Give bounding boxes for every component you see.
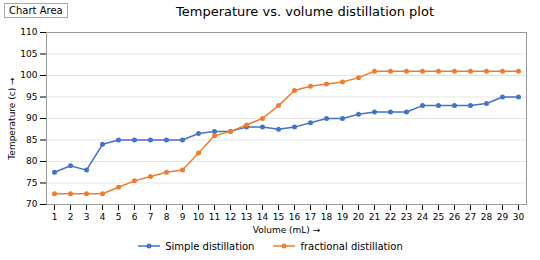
svg-text:105: 105: [20, 49, 37, 59]
svg-text:4: 4: [100, 212, 106, 222]
svg-text:5: 5: [116, 212, 122, 222]
svg-text:Temperature (c) →: Temperature (c) →: [7, 77, 17, 161]
svg-text:8: 8: [164, 212, 170, 222]
svg-text:10: 10: [193, 212, 205, 222]
svg-text:1: 1: [52, 212, 58, 222]
svg-text:110: 110: [20, 27, 37, 37]
svg-text:11: 11: [209, 212, 220, 222]
svg-text:27: 27: [465, 212, 476, 222]
html-text:Chart Area: Chart Area: [9, 5, 63, 16]
svg-text:30: 30: [513, 212, 525, 222]
svg-text:20: 20: [353, 212, 365, 222]
svg-text:18: 18: [321, 212, 333, 222]
svg-text:29: 29: [497, 212, 509, 222]
svg-text:Volume (mL) →: Volume (mL) →: [253, 225, 321, 235]
svg-text:85: 85: [26, 135, 37, 145]
svg-text:12: 12: [225, 212, 236, 222]
svg-text:75: 75: [26, 178, 37, 188]
svg-text:25: 25: [433, 212, 444, 222]
svg-text:17: 17: [305, 212, 316, 222]
svg-text:19: 19: [337, 212, 349, 222]
svg-text:3: 3: [84, 212, 90, 222]
svg-text:13: 13: [241, 212, 252, 222]
svg-text:9: 9: [180, 212, 186, 222]
svg-text:23: 23: [401, 212, 412, 222]
svg-text:24: 24: [417, 212, 429, 222]
svg-text:26: 26: [449, 212, 461, 222]
svg-text:15: 15: [273, 212, 284, 222]
svg-text:22: 22: [385, 212, 396, 222]
svg-text:2: 2: [68, 212, 74, 222]
html-text:fractional distillation: fractional distillation: [300, 240, 403, 252]
svg-text:14: 14: [257, 212, 269, 222]
svg-text:100: 100: [20, 70, 37, 80]
svg-text:21: 21: [369, 212, 380, 222]
svg-text:6: 6: [132, 212, 138, 222]
svg-text:28: 28: [481, 212, 493, 222]
html-text:Temperature vs. volume distill: Temperature vs. volume distillation plot: [176, 4, 434, 19]
svg-text:90: 90: [26, 113, 38, 123]
svg-text:7: 7: [148, 212, 154, 222]
svg-text:80: 80: [26, 156, 38, 166]
svg-text:95: 95: [26, 92, 37, 102]
svg-text:16: 16: [289, 212, 301, 222]
html-text:Simple distillation: Simple distillation: [165, 240, 255, 252]
svg-text:70: 70: [26, 199, 38, 209]
